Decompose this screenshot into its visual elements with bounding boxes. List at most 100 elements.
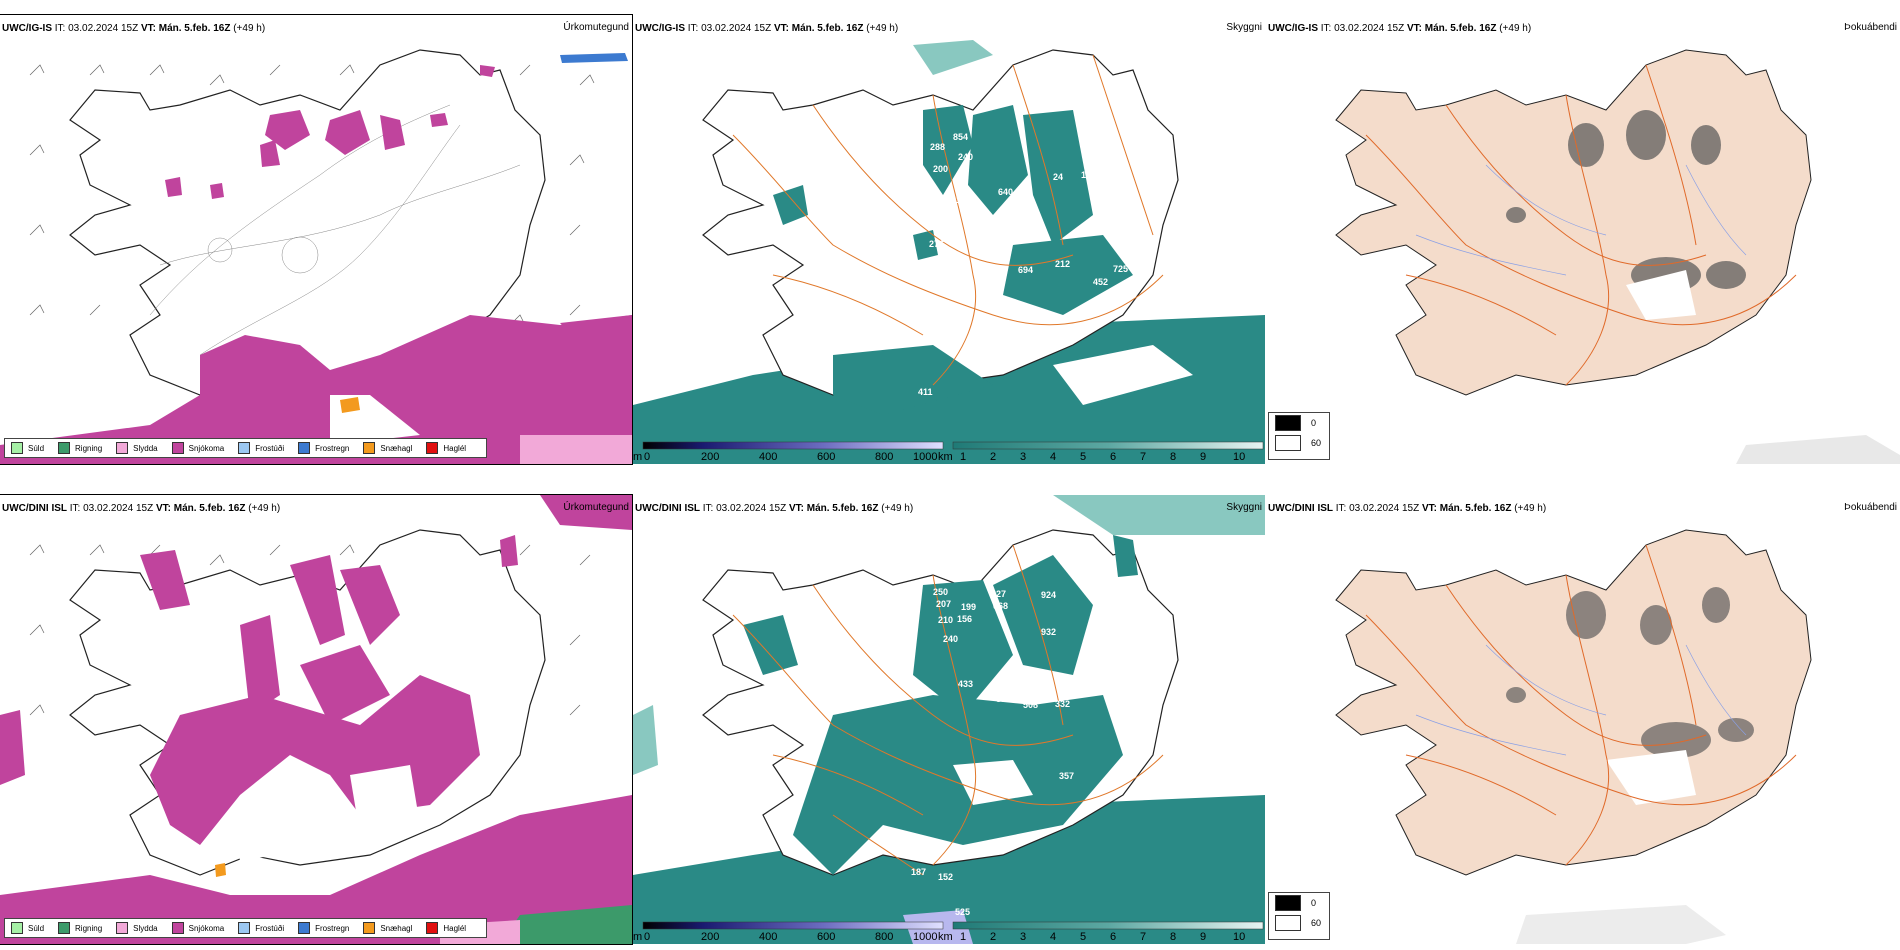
- fog-map-row1: [1335, 49, 1900, 464]
- vis-tick: 4: [1050, 451, 1056, 462]
- cloud-label: 31: [951, 195, 961, 205]
- precip-panel-row1: Súld Rigning Slydda Snjókoma Frostúði Fr…: [0, 14, 633, 465]
- cloud-label: 210: [938, 615, 953, 625]
- legend-item: Haglél: [426, 442, 466, 454]
- fog-map-row2: [1335, 529, 1812, 944]
- model-name: UWC/DINI ISL: [2, 503, 67, 514]
- fog-swatch: [1275, 895, 1301, 911]
- cloud-tick: 400: [759, 931, 777, 942]
- cloud-label: 276: [929, 239, 944, 249]
- header-row2: UWC/DINI ISL IT: 03.02.2024 15Z VT: Mán.…: [2, 503, 280, 514]
- fog-value: 0: [1311, 898, 1317, 908]
- cloud-label: 640: [998, 187, 1013, 197]
- legend-label: Snæhagl: [380, 923, 413, 933]
- legend-item: Snæhagl: [363, 442, 412, 454]
- legend-item: Slydda: [116, 442, 158, 454]
- precip-panel-row2: Súld Rigning Slydda Snjókoma Frostúði Fr…: [0, 494, 633, 945]
- iceland-outline: [1335, 529, 1812, 876]
- legend-swatch: [58, 922, 71, 934]
- legend-label: Frostregn: [315, 443, 350, 453]
- vis-tick: 1: [960, 451, 966, 462]
- legend-item: Rigning: [58, 442, 102, 454]
- vt-label: VT: Mán. 5.feb. 16Z: [1406, 23, 1497, 34]
- it-value: 03.02.2024 15Z: [1334, 23, 1405, 34]
- model-name: UWC/IG-IS: [2, 23, 52, 34]
- legend-item: Frostregn: [298, 922, 349, 934]
- vis-tick: 4: [1050, 931, 1056, 942]
- model-name: UWC/DINI ISL: [635, 503, 700, 514]
- legend-item: Frostúði: [238, 922, 284, 934]
- legend-swatch: [238, 922, 251, 934]
- fog-legend-item: 60: [1269, 913, 1329, 933]
- cloud-tick: 800: [875, 931, 893, 942]
- legend-swatch: [116, 922, 129, 934]
- fog-legend-row1: 0 60: [1268, 412, 1330, 460]
- it-value: 03.02.2024 15Z: [716, 503, 787, 514]
- legend-label: Snjókoma: [188, 443, 225, 453]
- cloud-tick: 1000: [913, 931, 937, 942]
- legend-label: Slydda: [133, 923, 158, 933]
- header-fog-row1: UWC/IG-IS IT: 03.02.2024 15Z VT: Mán. 5.…: [1268, 23, 1531, 34]
- legend-item: Haglél: [426, 922, 466, 934]
- legend-swatch: [58, 442, 71, 454]
- cloud-label: 200: [933, 164, 948, 174]
- iceland-outline: [69, 49, 546, 396]
- cloud-label: 240: [958, 152, 973, 162]
- legend-label: Haglél: [443, 443, 467, 453]
- legend-label: Snjókoma: [188, 923, 225, 933]
- precip-map-row1: [0, 49, 632, 464]
- legend-label: Snæhagl: [380, 443, 413, 453]
- legend-swatch: [171, 442, 184, 454]
- cloud-tick: 0: [644, 931, 650, 942]
- cloud-label: 854: [953, 132, 968, 142]
- cloud-label: 357: [1059, 771, 1074, 781]
- vis-tick: 6: [1110, 451, 1116, 462]
- cloud-label: 932: [1041, 627, 1056, 637]
- model-name: UWC/DINI ISL: [1268, 503, 1333, 514]
- vt-label: VT: Mán. 5.feb. 16Z: [140, 23, 231, 34]
- legend-label: Súld: [28, 923, 45, 933]
- fog-legend-item: 0: [1269, 893, 1329, 913]
- vis-tick: 10: [1233, 451, 1245, 462]
- cloud-tick: 200: [701, 451, 719, 462]
- vis-tick: 9: [1200, 451, 1206, 462]
- lead-time: (+49 h): [233, 23, 266, 34]
- cloud-tick: 200: [701, 931, 719, 942]
- vt-label: VT: Mán. 5.feb. 16Z: [788, 503, 879, 514]
- cloud-label: 433: [958, 679, 973, 689]
- header-fog-row2: UWC/DINI ISL IT: 03.02.2024 15Z VT: Mán.…: [1268, 503, 1546, 514]
- cloud-label: 668: [993, 601, 1008, 611]
- legend-swatch: [298, 442, 311, 454]
- vt-label: VT: Mán. 5.feb. 16Z: [773, 23, 864, 34]
- lead-time: (+49 h): [866, 23, 899, 34]
- fog-title: Þokuábendi: [1844, 502, 1897, 513]
- vis-unit: km: [938, 931, 953, 942]
- cloud-label: 199: [961, 602, 976, 612]
- cloud-label: 875: [996, 694, 1011, 704]
- visibility-panel-row1: 854 288 240 200 31 640 24 176 276 694 21…: [633, 15, 1265, 464]
- model-name: UWC/IG-IS: [1268, 23, 1318, 34]
- legend-label: Frostúði: [255, 443, 285, 453]
- legend-swatch: [238, 442, 251, 454]
- scalebar-row1: m 0 200 400 600 800 1000 km 1 2 3 4 5 6 …: [633, 441, 1264, 462]
- cloud-label: 332: [1055, 699, 1070, 709]
- legend-label: Súld: [28, 443, 45, 453]
- fog-value: 0: [1311, 418, 1317, 428]
- it-label: IT:: [687, 23, 699, 34]
- cloud-label: 207: [936, 599, 951, 609]
- vis-tick: 2: [990, 931, 996, 942]
- cloud-label: 288: [930, 142, 945, 152]
- precip-legend-row1: Súld Rigning Slydda Snjókoma Frostúði Fr…: [4, 438, 488, 458]
- vis-tick: 10: [1233, 931, 1245, 942]
- cloud-label: 694: [1018, 265, 1033, 275]
- fog-legend-item: 60: [1269, 433, 1329, 453]
- legend-item: Slydda: [116, 922, 158, 934]
- visibility-panel-row2: 250 207 199 210 156 240 627 668 924 932 …: [633, 495, 1265, 944]
- cloud-label: 725: [1113, 264, 1128, 274]
- vis-tick: 2: [990, 451, 996, 462]
- vis-tick: 1: [960, 931, 966, 942]
- legend-item: Frostregn: [298, 442, 349, 454]
- legend-swatch: [116, 442, 129, 454]
- fog-swatch: [1275, 915, 1301, 931]
- vis-title: Skyggni: [1226, 22, 1262, 33]
